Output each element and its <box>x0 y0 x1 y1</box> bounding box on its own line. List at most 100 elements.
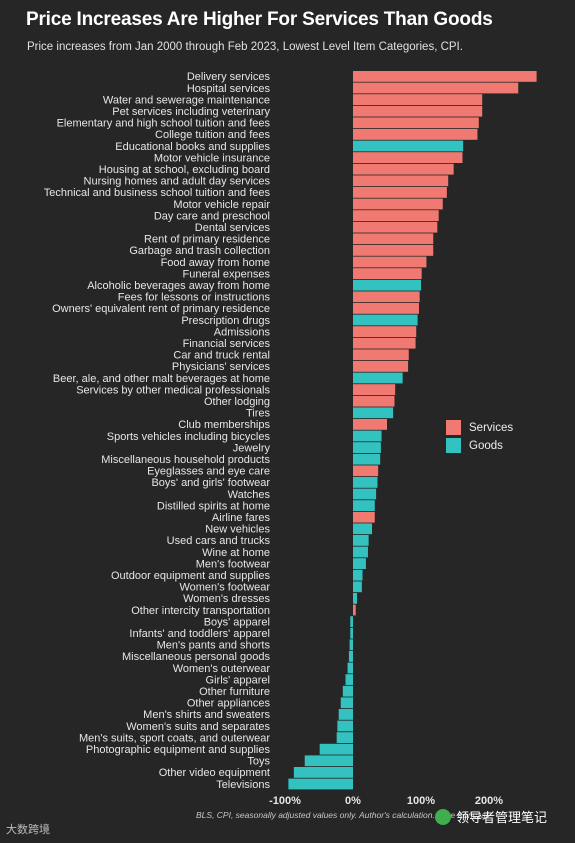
bar <box>353 105 483 117</box>
source-note: BLS, CPI, seasonally adjusted values onl… <box>196 810 488 820</box>
bar <box>353 488 377 500</box>
bar <box>353 372 403 384</box>
chart-title: Price Increases Are Higher For Services … <box>26 9 493 30</box>
category-label: Garbage and trash collection <box>129 245 270 257</box>
category-label: Women's suits and separates <box>126 721 270 733</box>
category-label: Fees for lessons or instructions <box>118 292 271 304</box>
category-label: Men's suits, sport coats, and outerwear <box>79 732 270 744</box>
category-label: Pet services including veterinary <box>112 106 270 118</box>
bar <box>353 71 537 82</box>
x-tick-label: -100% <box>269 795 301 807</box>
category-label: Boys' apparel <box>204 616 270 628</box>
bar <box>353 419 387 430</box>
bar <box>353 291 420 303</box>
category-label: Women's dresses <box>183 593 270 605</box>
logo-text: 大数跨境 <box>6 824 50 836</box>
category-label: Photographic equipment and supplies <box>86 744 271 756</box>
category-label: Dental services <box>195 222 271 234</box>
bar <box>353 558 366 569</box>
bar <box>353 430 382 442</box>
category-label: Miscellaneous household products <box>101 454 270 466</box>
category-label: Admissions <box>214 326 271 338</box>
category-label: Used cars and trucks <box>167 535 271 547</box>
bar <box>353 453 381 465</box>
category-label: Women's footwear <box>179 582 270 594</box>
category-label: Water and sewerage maintenance <box>103 94 270 106</box>
bar <box>353 523 373 535</box>
category-label: Other lodging <box>204 396 270 408</box>
bar <box>353 465 379 477</box>
legend-swatch-goods <box>446 438 461 453</box>
bar <box>353 546 368 558</box>
category-label: Miscellaneous personal goods <box>122 651 270 663</box>
bar <box>336 732 353 743</box>
category-label: Financial services <box>183 338 271 350</box>
bar <box>340 697 353 709</box>
category-label: Boys' and girls' footwear <box>151 477 270 489</box>
category-label: Delivery services <box>187 71 271 83</box>
watermark-text: 领导者管理笔记 <box>456 810 548 825</box>
category-label: Owners' equivalent rent of primary resid… <box>52 303 270 315</box>
bar <box>353 221 438 233</box>
category-label: Tires <box>246 408 271 420</box>
category-label: Men's shirts and sweaters <box>143 709 270 721</box>
category-label: Girls' apparel <box>206 674 270 686</box>
x-tick-label: 200% <box>475 795 503 807</box>
category-label: Jewelry <box>233 442 271 454</box>
bar <box>353 511 375 523</box>
category-label: Elementary and high school tuition and f… <box>57 118 271 130</box>
legend-label-goods: Goods <box>469 439 503 452</box>
category-label: Prescription drugs <box>181 315 270 327</box>
site-logo: 大数跨境 <box>6 821 50 837</box>
bar <box>353 395 395 407</box>
bar <box>353 268 422 279</box>
bar <box>353 163 454 175</box>
bar <box>348 651 353 662</box>
bar <box>353 117 479 129</box>
bar <box>353 152 463 163</box>
bar <box>319 743 353 755</box>
bar <box>353 604 356 616</box>
category-label: Nursing homes and adult day services <box>84 176 271 188</box>
x-tick-label: 0% <box>345 795 361 807</box>
bar <box>353 384 396 395</box>
category-label: Car and truck rental <box>173 350 270 362</box>
category-label: Services by other medical professionals <box>76 384 270 396</box>
bar <box>353 82 519 94</box>
category-label: Educational books and supplies <box>115 141 270 153</box>
legend-swatch-services <box>446 420 461 435</box>
category-label: Rent of primary residence <box>144 234 270 246</box>
category-label: Beer, ale, and other malt beverages at h… <box>53 373 270 385</box>
bar <box>353 94 483 105</box>
category-label: Hospital services <box>187 83 271 95</box>
bar <box>353 337 416 349</box>
category-label: Physicians' services <box>172 361 271 373</box>
category-label: Other appliances <box>187 698 271 710</box>
category-label: Housing at school, excluding board <box>99 164 270 176</box>
bar <box>353 233 434 245</box>
legend-item-goods: Goods <box>446 437 513 454</box>
bar <box>350 616 353 627</box>
category-label: Club memberships <box>178 419 270 431</box>
bar <box>353 314 418 326</box>
category-label: Alcoholic beverages away from home <box>87 280 270 292</box>
bar <box>342 685 353 697</box>
category-label: Televisions <box>216 779 270 791</box>
bar <box>353 187 447 198</box>
category-label: Eyeglasses and eye care <box>147 466 270 478</box>
category-label: Funeral expenses <box>183 268 271 280</box>
bar <box>345 674 353 685</box>
bar <box>353 256 427 268</box>
category-label: Other intercity transportation <box>131 605 270 617</box>
category-label: Airline fares <box>212 512 271 524</box>
category-label: Wine at home <box>202 547 270 559</box>
bar <box>353 129 478 140</box>
category-label: Distilled spirits at home <box>157 500 270 512</box>
bar <box>353 140 464 152</box>
category-label: Motor vehicle insurance <box>154 152 270 164</box>
wechat-icon <box>435 808 451 825</box>
bar <box>353 349 409 361</box>
category-label: Motor vehicle repair <box>173 199 270 211</box>
category-label: Men's pants and shorts <box>157 640 271 652</box>
